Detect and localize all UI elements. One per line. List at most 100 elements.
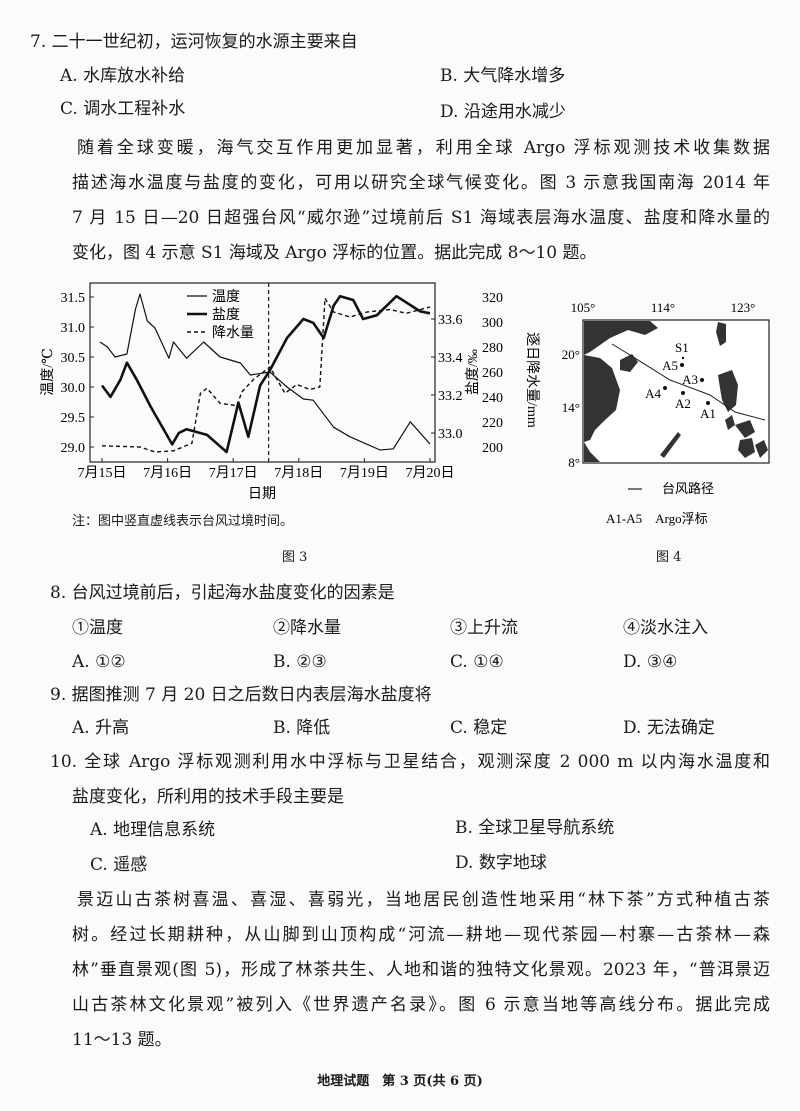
map-point [681, 391, 685, 395]
passage1-line: 随着全球变暖，海气交互作用更加显著，利用全球 Argo 浮标观测技术收集数据 [77, 138, 770, 158]
q7-option-c: C. 调水工程补水 [60, 99, 186, 119]
y-precip-tick-label: 260 [482, 366, 503, 381]
land-taiwan [716, 322, 726, 346]
passage1-line: 变化，图 4 示意 S1 海域及 Argo 浮标的位置。据此完成 8～10 题。 [72, 243, 597, 263]
q9-option-c: C. 稳定 [450, 718, 508, 738]
plot-frame [89, 282, 436, 463]
y-salinity-tick-label: 33.4 [438, 351, 463, 366]
passage1-line: 7 月 15 日—20 日超强台风“威尔逊”过境前后 S1 海域表层海水温度、盐… [72, 208, 770, 228]
y-precip-tick-label: 300 [482, 316, 503, 331]
y-salinity-tick-label: 33.6 [438, 313, 463, 328]
map-point [681, 356, 685, 360]
passage2-line: 林”垂直景观(图 5)，形成了林茶共生、人地和谐的独特文化景观。2023 年，“… [72, 960, 770, 980]
passage2-line: 景迈山古茶树喜温、喜湿、喜弱光，当地居民创造性地采用“林下茶”方式种植古茶 [77, 890, 770, 910]
map-point-label: S1 [675, 340, 689, 355]
figure3-caption: 图 3 [282, 550, 308, 565]
y-precip-tick-label: 280 [482, 341, 503, 356]
passage1-line: 描述海水温度与盐度的变化，可用以研究全球气候变化。图 3 示意我国南海 2014… [72, 173, 770, 193]
legend-label: 盐度 [212, 307, 240, 323]
map-point-label: A2 [675, 396, 691, 411]
y-left-tick-label: 31.0 [61, 321, 86, 336]
q7-option-d: D. 沿途用水减少 [440, 102, 566, 122]
map-point-label: A4 [645, 386, 661, 401]
q8-item: ④淡水注入 [623, 618, 708, 638]
q10-option-d: D. 数字地球 [455, 853, 547, 873]
y-precip-tick-label: 220 [482, 416, 503, 431]
q10-option-c: C. 遥感 [90, 855, 148, 875]
y-left-tick-label: 30.0 [61, 381, 86, 396]
q8-item: ③上升流 [450, 618, 518, 638]
land-philippines [660, 370, 768, 458]
lat-label: 14° [562, 400, 580, 415]
y-precip-tick-label: 200 [482, 441, 503, 456]
q9-option-a: A. 升高 [72, 718, 130, 738]
q7-option-b: B. 大气降水增多 [440, 66, 566, 86]
map-point [700, 378, 704, 382]
y-left-tick-label: 30.5 [61, 351, 86, 366]
legend-label: 降水量 [212, 325, 254, 341]
legend-label: 温度 [212, 289, 240, 305]
y-salinity-tick-label: 33.0 [438, 427, 463, 442]
typhoon-path [611, 343, 766, 421]
y-salinity-axis-label: 盐度/‰ [465, 349, 481, 395]
series-line-dashed [101, 297, 431, 453]
x-tick-label: 7月16日 [143, 465, 192, 481]
q9-option-b: B. 降低 [273, 718, 331, 738]
q10-stem-cont: 盐度变化，所利用的技术手段主要是 [72, 787, 344, 807]
figure4-map: S1 A5 A3 A4 A2 A1 105° 114° 123° 20° 14° 8° 台… [562, 300, 770, 526]
map-point-label: A5 [662, 358, 678, 373]
land-hainan [620, 354, 638, 372]
y-precip-tick-label: 320 [482, 291, 503, 306]
q10-option-a: A. 地理信息系统 [90, 820, 216, 840]
lon-label: 105° [571, 300, 596, 315]
figure3-note: 注：图中竖直虚线表示台风过境时间。 [72, 514, 294, 529]
lat-label: 8° [568, 455, 580, 470]
figure4-caption: 图 4 [656, 550, 682, 565]
map-point [706, 401, 710, 405]
series-line-thin [99, 293, 431, 451]
q9-stem: 9. 据图推测 7 月 20 日之后数日内表层海水盐度将 [50, 685, 432, 705]
x-axis-label: 日期 [248, 486, 276, 502]
q8-item: ②降水量 [273, 618, 341, 638]
legend-argo: A1-A5 Argo浮标 [606, 511, 708, 526]
x-tick-label: 7月20日 [406, 465, 455, 481]
series-line-thick [100, 294, 431, 454]
x-tick-label: 7月18日 [274, 465, 323, 481]
q8-item: ①温度 [72, 618, 123, 638]
x-tick-label: 7月17日 [209, 465, 258, 481]
y-salinity-tick-label: 33.2 [438, 389, 463, 404]
map-point [680, 363, 684, 367]
passage2-line: 山古茶林文化景观”被列入《世界遗产名录》。图 6 示意当地等高线分布。据此完成 [72, 995, 770, 1015]
legend-typhoon-path: 台风路径 [662, 481, 714, 496]
q7-stem: 7. 二十一世纪初，运河恢复的水源主要来自 [30, 32, 358, 52]
map-point-label: A1 [700, 406, 716, 421]
q8-stem: 8. 台风过境前后，引起海水盐度变化的因素是 [50, 583, 395, 603]
q8-option-b: B. ②③ [273, 652, 327, 672]
lon-label: 114° [651, 300, 675, 315]
q8-option-c: C. ①④ [450, 652, 504, 672]
q7-option-a: A. 水库放水补给 [60, 66, 186, 86]
passage2-line: 11～13 题。 [72, 1030, 172, 1050]
passage2-line: 树。经过长期耕种，从山脚到山顶构成“河流—耕地—现代茶园—村寨—古茶林—森 [72, 925, 770, 945]
lon-label: 123° [731, 300, 756, 315]
y-precip-tick-label: 240 [482, 391, 503, 406]
y-left-tick-label: 29.5 [61, 411, 86, 426]
y-left-axis-label: 温度/℃ [40, 348, 56, 396]
map-point-label: A3 [682, 372, 698, 387]
y-precip-axis-label: 逐日降水量/mm [524, 332, 540, 428]
land-mainland [584, 321, 658, 462]
y-left-tick-label: 31.5 [61, 291, 86, 306]
map-point [663, 386, 667, 390]
q10-stem: 10. 全球 Argo 浮标观测利用水中浮标与卫星结合，观测深度 2 000 m… [50, 752, 770, 772]
q9-option-d: D. 无法确定 [623, 718, 715, 738]
y-left-tick-label: 29.0 [61, 441, 86, 456]
q8-option-d: D. ③④ [623, 652, 678, 672]
x-tick-label: 7月15日 [78, 465, 127, 481]
page-footer: 地理试题 第 3 页(共 6 页) [317, 1074, 483, 1089]
q10-option-b: B. 全球卫星导航系统 [455, 818, 615, 838]
lat-label: 20° [562, 347, 580, 362]
x-tick-label: 7月19日 [340, 465, 389, 481]
q8-option-a: A. ①② [72, 652, 126, 672]
